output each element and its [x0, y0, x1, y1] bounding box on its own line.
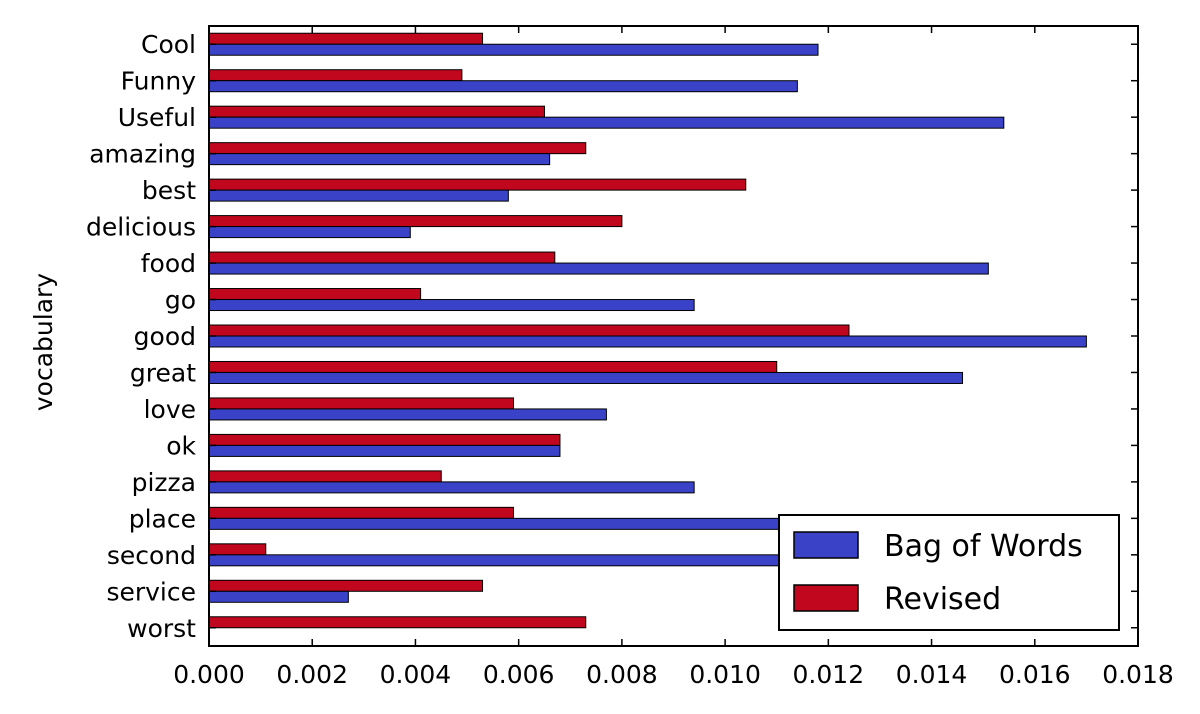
legend-swatch-revised: [793, 584, 859, 612]
bar-bag-of-words-best: [208, 189, 509, 202]
bar-revised-amazing: [208, 142, 587, 155]
legend-label-revised: Revised: [884, 582, 1001, 617]
legend: Bag of Words Revised: [778, 514, 1120, 631]
bar-revised-cool: [208, 32, 484, 45]
bar-bag-of-words-pizza: [208, 481, 695, 494]
y-tick-label-go: go: [165, 286, 196, 315]
y-tick-label-food: food: [141, 249, 196, 278]
bar-revised-best: [208, 178, 747, 191]
x-tick-label: 0.016: [999, 660, 1071, 689]
bar-bag-of-words-great: [208, 371, 964, 384]
x-tick-label: 0.002: [276, 660, 348, 689]
y-tick-label-place: place: [129, 504, 196, 533]
y-tick-label-useful: Useful: [118, 103, 196, 132]
y-axis-ticks: Cool Funny Useful amazing best delicious food g…: [86, 30, 1138, 643]
bar-revised-useful: [208, 105, 545, 118]
plot-frame: [208, 25, 1139, 647]
bar-bag-of-words-love: [208, 408, 607, 421]
y-tick-label-delicious: delicious: [86, 213, 196, 242]
x-tick-label: 0.000: [173, 660, 245, 689]
bar-revised-second: [208, 543, 267, 556]
bar-revised-food: [208, 251, 556, 264]
legend-swatch-bag-of-words: [793, 531, 859, 559]
x-tick-label: 0.018: [1102, 660, 1174, 689]
bar-revised-funny: [208, 69, 463, 82]
bar-revised-delicious: [208, 215, 623, 228]
y-tick-label-cool: Cool: [141, 30, 196, 59]
bar-revised-worst: [208, 616, 587, 629]
bar-revised-great: [208, 360, 778, 373]
bars-layer: [208, 32, 1087, 629]
x-axis-ticks: 0.000 0.002 0.004 0.006 0.008 0.010 0.012 0.014…: [173, 26, 1174, 689]
y-axis-label: vocabulary: [29, 273, 58, 411]
y-tick-label-worst: worst: [127, 614, 196, 643]
bar-bag-of-words-useful: [208, 116, 1005, 129]
bar-bag-of-words-amazing: [208, 153, 551, 166]
y-tick-label-amazing: amazing: [89, 140, 196, 169]
bar-revised-love: [208, 397, 515, 410]
y-tick-label-good: good: [134, 322, 196, 351]
bar-revised-go: [208, 288, 422, 301]
bar-revised-good: [208, 324, 850, 337]
bar-bag-of-words-ok: [208, 444, 561, 457]
x-tick-label: 0.006: [483, 660, 555, 689]
y-tick-label-best: best: [142, 176, 196, 205]
bar-revised-ok: [208, 433, 561, 446]
bar-bag-of-words-go: [208, 299, 695, 312]
bar-revised-pizza: [208, 470, 442, 483]
x-tick-label: 0.014: [896, 660, 968, 689]
bar-revised-service: [208, 579, 484, 592]
y-tick-label-second: second: [107, 541, 196, 570]
x-tick-label: 0.012: [793, 660, 865, 689]
y-tick-label-funny: Funny: [121, 67, 197, 96]
y-tick-label-service: service: [106, 577, 196, 606]
x-tick-label: 0.008: [586, 660, 658, 689]
bar-bag-of-words-cool: [208, 43, 819, 56]
bar-bag-of-words-delicious: [208, 226, 411, 239]
y-tick-label-love: love: [144, 395, 196, 424]
legend-label-bag-of-words: Bag of Words: [884, 529, 1083, 564]
bar-bag-of-words-funny: [208, 80, 798, 93]
bar-bag-of-words-service: [208, 590, 349, 603]
y-tick-label-ok: ok: [166, 431, 196, 460]
y-tick-label-pizza: pizza: [132, 468, 196, 497]
bar-bag-of-words-good: [208, 335, 1087, 348]
bar-revised-place: [208, 506, 515, 519]
x-tick-label: 0.010: [689, 660, 761, 689]
y-tick-label-great: great: [130, 358, 196, 387]
x-tick-label: 0.004: [380, 660, 452, 689]
bar-bag-of-words-food: [208, 262, 989, 275]
